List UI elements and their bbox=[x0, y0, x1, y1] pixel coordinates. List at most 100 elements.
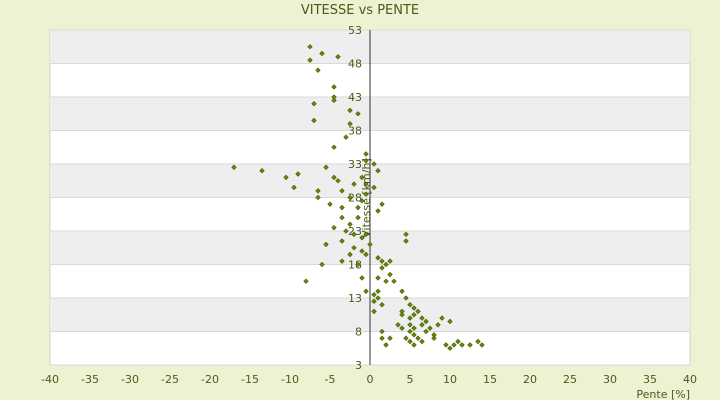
data-point bbox=[367, 241, 373, 248]
data-point bbox=[363, 288, 369, 294]
data-point bbox=[447, 318, 453, 325]
data-point bbox=[295, 171, 301, 177]
data-point bbox=[431, 332, 437, 338]
data-point bbox=[371, 184, 377, 191]
x-axis-label: Pente [%] bbox=[636, 388, 690, 400]
data-point bbox=[339, 188, 345, 194]
data-point bbox=[467, 342, 473, 348]
data-point bbox=[363, 251, 369, 258]
data-point bbox=[351, 231, 357, 238]
data-point bbox=[379, 201, 385, 207]
data-point bbox=[383, 261, 389, 268]
data-point bbox=[419, 338, 425, 345]
y-tick-label: 8 bbox=[355, 326, 362, 339]
data-point bbox=[383, 342, 389, 348]
data-point bbox=[315, 188, 321, 194]
data-point bbox=[331, 224, 337, 231]
data-point bbox=[307, 57, 313, 63]
data-point bbox=[411, 325, 417, 331]
data-point bbox=[371, 308, 377, 315]
data-point bbox=[407, 302, 413, 308]
data-point bbox=[323, 241, 329, 248]
data-point bbox=[359, 248, 365, 254]
data-point bbox=[291, 184, 297, 191]
data-point bbox=[403, 295, 409, 301]
data-point bbox=[415, 335, 421, 341]
data-point bbox=[459, 342, 465, 348]
data-point bbox=[363, 191, 369, 197]
y-tick-label: 28 bbox=[348, 192, 362, 205]
data-point bbox=[375, 275, 381, 281]
data-point bbox=[331, 94, 337, 100]
y-tick-label: 23 bbox=[348, 225, 362, 238]
data-point bbox=[319, 261, 325, 268]
data-point bbox=[395, 322, 401, 328]
data-point bbox=[347, 221, 353, 227]
data-point bbox=[399, 288, 405, 294]
data-point bbox=[311, 101, 317, 107]
x-tick-label: 10 bbox=[443, 373, 457, 386]
data-point bbox=[331, 97, 337, 104]
data-point bbox=[379, 335, 385, 341]
data-point bbox=[479, 342, 485, 348]
data-point bbox=[371, 161, 377, 167]
data-point bbox=[351, 181, 357, 187]
data-point bbox=[315, 67, 321, 73]
y-tick-label: 48 bbox=[348, 58, 362, 71]
data-point bbox=[375, 168, 381, 174]
data-point bbox=[351, 245, 357, 251]
data-point bbox=[359, 198, 365, 204]
data-point bbox=[339, 204, 345, 211]
data-point bbox=[339, 238, 345, 244]
data-point bbox=[439, 315, 445, 321]
data-point bbox=[259, 168, 265, 174]
y-tick-label: 38 bbox=[348, 125, 362, 138]
x-tick-labels: -40 -35 -30 -25 -20 -15 -10 -5 0 5 10 15 20 25 30 35 40 bbox=[41, 373, 697, 386]
data-point bbox=[331, 144, 337, 150]
x-tick-label: -25 bbox=[161, 373, 179, 386]
x-tick-label: 25 bbox=[563, 373, 577, 386]
data-point bbox=[327, 201, 333, 207]
data-point bbox=[379, 328, 385, 335]
data-point bbox=[359, 235, 365, 241]
data-point bbox=[363, 231, 369, 238]
data-point bbox=[375, 255, 381, 261]
x-tick-label: 40 bbox=[683, 373, 697, 386]
data-points bbox=[231, 44, 485, 351]
x-tick-label: -15 bbox=[241, 373, 259, 386]
y-tick-label: 3 bbox=[355, 359, 362, 372]
x-tick-label: 30 bbox=[603, 373, 617, 386]
data-point bbox=[407, 338, 413, 345]
data-point bbox=[371, 291, 377, 298]
data-point bbox=[355, 204, 361, 211]
data-point bbox=[403, 238, 409, 244]
data-point bbox=[347, 107, 353, 114]
x-tick-label: -20 bbox=[201, 373, 219, 386]
data-point bbox=[403, 335, 409, 341]
data-point bbox=[375, 295, 381, 301]
x-tick-label: 0 bbox=[367, 373, 374, 386]
data-point bbox=[387, 271, 393, 278]
data-point bbox=[475, 338, 481, 345]
data-point bbox=[387, 335, 393, 341]
data-point bbox=[399, 312, 405, 318]
x-tick-label: -5 bbox=[325, 373, 336, 386]
data-point bbox=[399, 325, 405, 331]
data-point bbox=[407, 315, 413, 321]
data-point bbox=[403, 231, 409, 238]
data-point bbox=[303, 278, 309, 284]
data-point bbox=[347, 251, 353, 258]
data-point bbox=[355, 214, 361, 221]
chart-title: VITESSE vs PENTE bbox=[301, 3, 419, 18]
y-axis-label: Vitesse [km/h] bbox=[360, 158, 373, 238]
x-tick-label: -40 bbox=[41, 373, 59, 386]
data-point bbox=[363, 181, 369, 187]
x-tick-label: -10 bbox=[281, 373, 299, 386]
data-point bbox=[355, 261, 361, 268]
plot-area bbox=[49, 29, 691, 366]
data-point bbox=[335, 178, 341, 184]
x-tick-label: -30 bbox=[121, 373, 139, 386]
data-point bbox=[407, 328, 413, 335]
